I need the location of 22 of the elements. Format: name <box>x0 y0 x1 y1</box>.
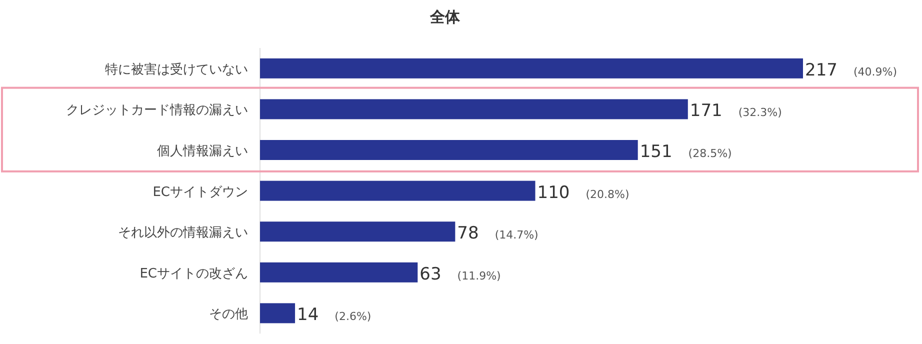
y-tick-label: 特に被害は受けていない <box>105 61 248 78</box>
data-label: 171 (32.3%) <box>690 101 782 122</box>
chart-title: 全体 <box>429 8 461 26</box>
data-label: 151 (28.5%) <box>640 142 732 162</box>
bar <box>260 99 688 120</box>
y-tick-label: クレジットカード情報の漏えい <box>66 103 248 118</box>
bar <box>260 222 456 242</box>
y-tick-label: 個人情報漏えい <box>157 144 248 159</box>
bar <box>260 140 638 160</box>
bar <box>260 58 803 78</box>
data-label: 110 (20.8%) <box>537 182 630 203</box>
y-tick-label: その他 <box>209 307 248 322</box>
data-label: 217 (40.9%) <box>805 60 897 80</box>
bar <box>260 262 418 282</box>
data-label: 78 (14.7%) <box>457 224 538 244</box>
bar <box>260 303 296 324</box>
bar <box>260 180 536 201</box>
data-label: 14 (2.6%) <box>297 305 372 326</box>
y-tick-label: ECサイトダウン <box>152 184 248 200</box>
data-label: 63 (11.9%) <box>420 264 501 284</box>
y-tick-label: それ以外の情報漏えい <box>118 226 248 241</box>
y-tick-label: ECサイトの改ざん <box>140 266 248 282</box>
